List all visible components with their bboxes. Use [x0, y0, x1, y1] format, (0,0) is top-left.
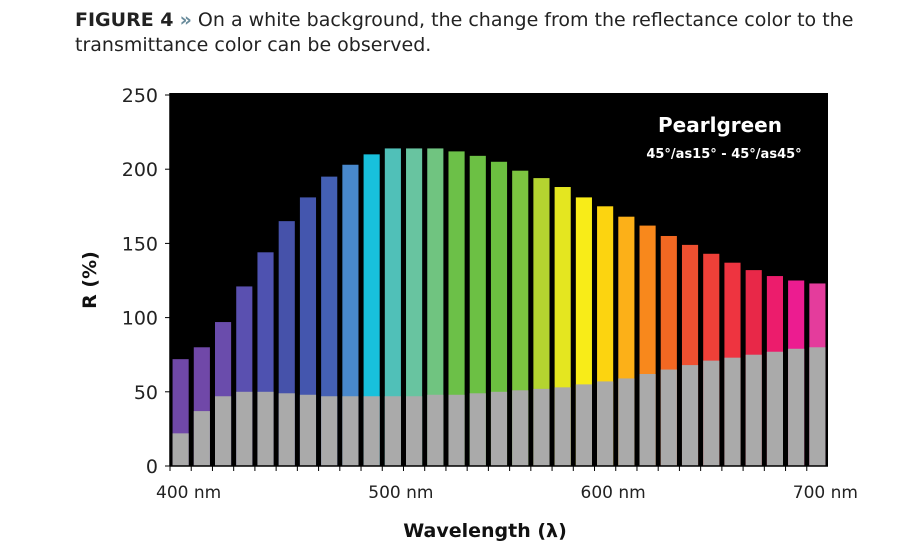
figure-caption: FIGURE 4 » On a white background, the ch…: [75, 8, 875, 58]
x-tick-label: 500 nm: [368, 483, 433, 503]
transmittance-bar-660: [724, 357, 741, 466]
transmittance-bar-550: [490, 391, 508, 466]
transmittance-bar-630: [660, 369, 677, 466]
transmittance-bar-650: [703, 360, 720, 466]
caption-separator: »: [179, 9, 192, 31]
x-tick-label: 600 nm: [581, 483, 646, 503]
transmittance-bar-600: [597, 381, 614, 466]
transmittance-bar-640: [681, 365, 699, 466]
reflectance-bar-520: [427, 148, 444, 466]
transmittance-bar-580: [554, 387, 571, 466]
reflectance-bar-550: [490, 161, 508, 466]
transmittance-bar-690: [788, 348, 805, 466]
transmittance-bar-700: [809, 347, 826, 466]
transmittance-bar-560: [512, 390, 529, 466]
reflectance-bar-540: [469, 155, 486, 466]
reflectance-bar-530: [448, 151, 465, 466]
y-tick-label: 200: [122, 159, 158, 181]
chart-title: Pearlgreen: [658, 113, 782, 137]
transmittance-bar-530: [448, 394, 465, 466]
reflectance-bar-480: [342, 164, 359, 467]
transmittance-bar-420: [214, 396, 232, 466]
transmittance-bar-430: [236, 391, 253, 466]
transmittance-bar-450: [278, 393, 295, 466]
transmittance-bar-490: [363, 396, 380, 466]
y-tick-label: 150: [122, 233, 158, 255]
y-tick-label: 250: [122, 85, 158, 107]
transmittance-bar-440: [257, 391, 274, 466]
transmittance-bar-620: [639, 373, 656, 466]
figure-number: FIGURE 4: [75, 9, 174, 31]
x-axis-label: Wavelength (λ): [403, 520, 567, 542]
transmittance-bar-410: [193, 411, 210, 466]
y-axis-label: R (%): [79, 251, 101, 309]
chart-subtitle: 45°/as15° - 45°/as45°: [646, 147, 801, 162]
y-tick-label: 50: [134, 382, 158, 404]
caption-text: On a white background, the change from t…: [75, 9, 854, 56]
reflectance-bar-510: [406, 148, 423, 466]
transmittance-bar-500: [384, 396, 401, 466]
transmittance-bar-540: [469, 393, 486, 466]
y-tick-label: 100: [122, 308, 158, 330]
transmittance-bar-670: [745, 354, 762, 466]
reflectance-bar-470: [321, 176, 338, 466]
transmittance-bar-460: [299, 394, 317, 466]
reflectance-bar-500: [384, 148, 401, 466]
transmittance-bar-400: [172, 433, 189, 466]
transmittance-bar-470: [321, 396, 338, 466]
transmittance-bar-570: [533, 388, 550, 466]
reflectance-bar-490: [363, 154, 380, 467]
transmittance-bar-680: [766, 351, 784, 466]
transmittance-bar-520: [427, 394, 444, 466]
y-tick-label: 0: [146, 456, 158, 478]
transmittance-bar-480: [342, 396, 359, 466]
x-tick-label: 700 nm: [793, 483, 858, 503]
transmittance-bar-590: [575, 384, 592, 466]
transmittance-bar-610: [618, 378, 635, 466]
transmittance-bar-510: [406, 396, 423, 466]
x-tick-label: 400 nm: [156, 483, 221, 503]
